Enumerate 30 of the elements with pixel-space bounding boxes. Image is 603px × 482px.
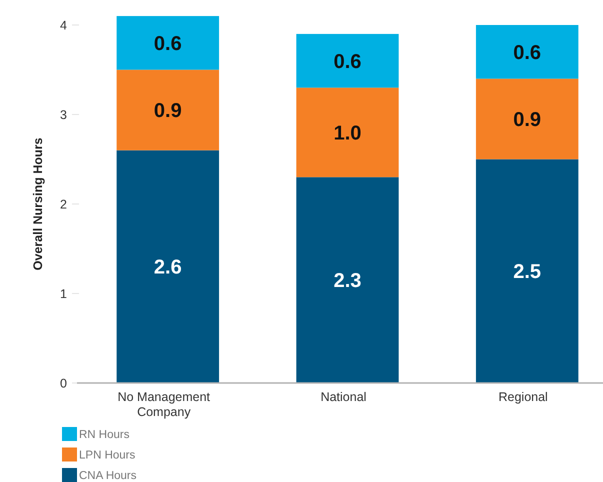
bar [476, 78, 578, 160]
y-tick-label: 0 [60, 376, 68, 390]
bar [116, 16, 220, 70]
data-label: 1.0 [334, 122, 362, 144]
y-tick-label: 4 [60, 18, 68, 32]
bar [296, 34, 399, 88]
bar [116, 70, 220, 150]
y-tick-label: 2 [60, 197, 68, 212]
bar [476, 159, 578, 383]
legend-label: RN Hours [79, 429, 130, 442]
data-label: 2.6 [154, 256, 182, 279]
legend-label: CNA Hours [79, 470, 137, 482]
x-tick-label: No Management Company [118, 390, 211, 419]
data-label: 0.9 [513, 108, 542, 131]
bar [296, 177, 399, 383]
x-tick-label: Regional [498, 390, 548, 404]
bar [296, 88, 399, 178]
legend-label: LPN Hours [79, 450, 136, 462]
bar [116, 150, 220, 383]
data-label: 0.9 [154, 100, 182, 122]
x-tick-label: National [320, 390, 366, 404]
y-tick-label: 3 [60, 108, 68, 122]
y-tick-label: 1 [60, 286, 68, 301]
data-label: 2.3 [334, 270, 362, 292]
data-label: 0.6 [513, 42, 542, 64]
data-label: 0.6 [334, 50, 362, 73]
bar [476, 25, 578, 79]
y-axis-title: Overall Nursing Hours [31, 138, 45, 270]
data-label: 2.5 [513, 261, 542, 284]
data-label: 0.6 [154, 32, 182, 55]
